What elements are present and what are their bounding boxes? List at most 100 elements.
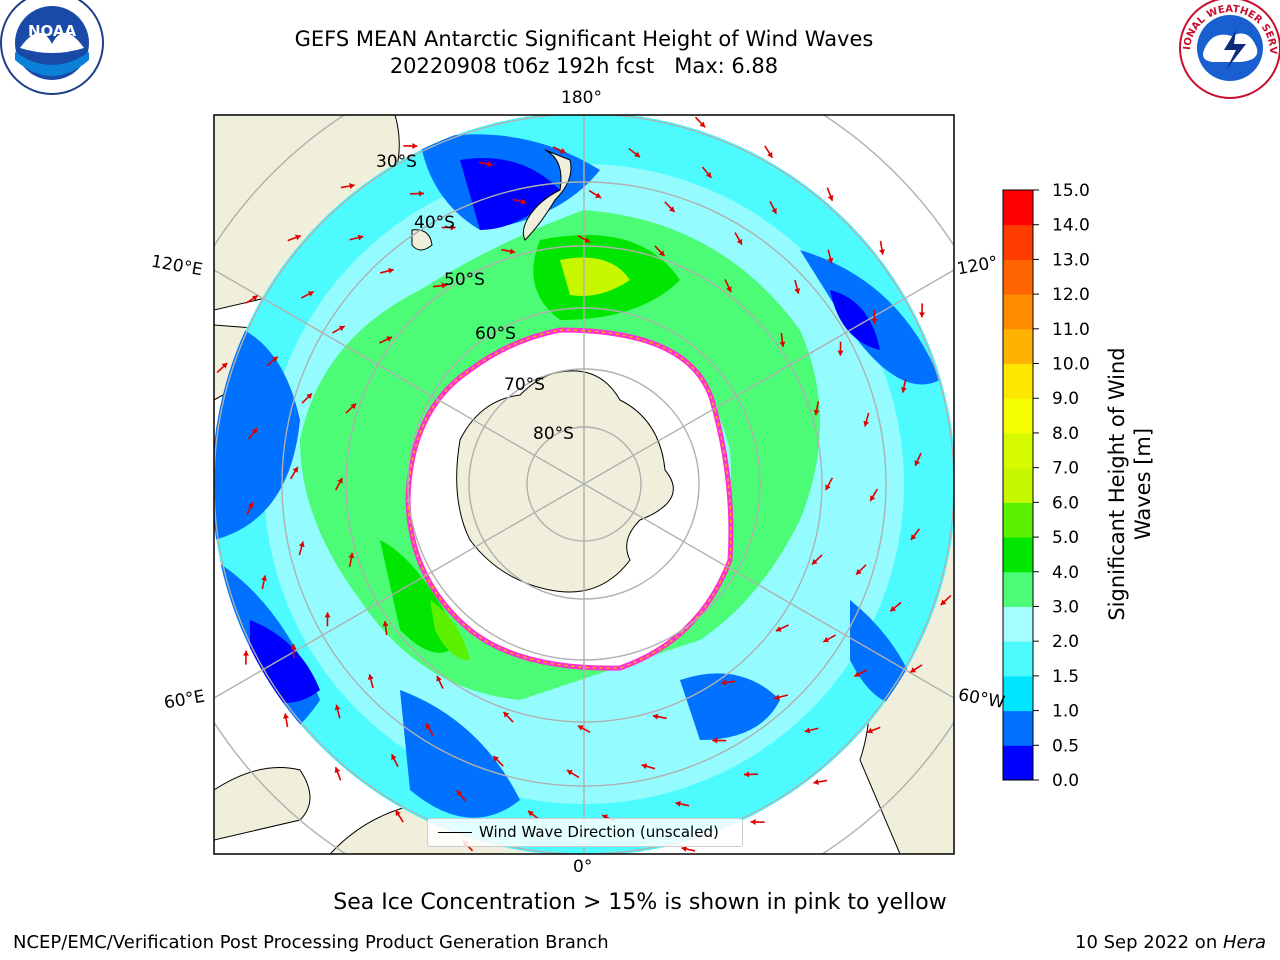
wave-arrow-head [520, 198, 527, 205]
colorbar-ticks: 0.0 0.5 1.0 1.5 2.0 3.0 4.0 5.0 6.0 7.0 8.0 9.0 10.0… [1033, 181, 1090, 791]
wave-arrow-head [456, 790, 463, 797]
lat-label-60s: 60°S [475, 324, 516, 344]
wave-arrow-head [699, 121, 706, 128]
wave-arrow-head [441, 282, 447, 289]
wave-arrow-head [825, 484, 831, 491]
lat-label-40s: 40°S [414, 213, 455, 233]
wave-arrow-head [251, 427, 258, 434]
wave-arrow-head [871, 318, 878, 324]
wave-arrow-head [418, 190, 424, 197]
wave-arrow-head [412, 143, 418, 150]
wave-arrow-head [357, 234, 364, 241]
wave-arrow-head [560, 147, 566, 154]
wave-arrow-head [658, 250, 665, 257]
wave-arrow-head [856, 568, 862, 575]
colorbar-tick-label: 13.0 [1052, 250, 1090, 270]
land-antarctica [456, 370, 674, 593]
wave-arrow-head [527, 810, 534, 817]
colorbar-segment [1003, 363, 1033, 399]
colorbar-segment [1003, 745, 1033, 781]
wave-arrow-head [879, 249, 885, 255]
colorbar-segment [1003, 571, 1033, 607]
lat-label-30s: 30°S [376, 152, 417, 172]
colorbar-segment [1003, 502, 1033, 538]
wave-arrow-head [675, 800, 681, 807]
credit-left: NCEP/EMC/Verification Post Processing Pr… [13, 932, 609, 953]
colorbar-tick-label: 11.0 [1052, 320, 1090, 340]
colorbar-tick-label: 14.0 [1052, 216, 1090, 236]
wave-arrow-head [307, 291, 314, 297]
title-line-2: 20220908 t06z 192h fcst Max: 6.88 [389, 54, 779, 78]
colorbar-label-text: Significant Height of Wind Waves [m] [1105, 347, 1155, 621]
colorbar-tick-label: 1.5 [1052, 667, 1079, 687]
map-panel [214, 115, 954, 854]
colorbar-tick-label: 12.0 [1052, 285, 1090, 305]
wave-arrow-head [334, 704, 341, 711]
wave-arrow-head [705, 171, 712, 178]
wave-arrow-head [290, 644, 297, 650]
wave-arrow-head [386, 336, 393, 342]
wave-arrow-head [509, 248, 516, 255]
wave-direction-arrows [216, 116, 952, 852]
lon-label-180: 180° [561, 88, 602, 108]
wave-arrow-head [918, 312, 925, 318]
wave-arrow-head [794, 288, 801, 294]
wave-arrow-head [295, 234, 301, 241]
wave-arrow-head [349, 183, 355, 189]
wave-arrow-head [712, 737, 718, 744]
colorbar-tick-label: 8.0 [1052, 424, 1079, 444]
wave-arrow-head [870, 495, 876, 502]
lat-label-70s: 70°S [504, 375, 545, 395]
wave-arrow-head [900, 387, 907, 393]
wave-arrow-head [602, 814, 608, 821]
legend-text: Wind Wave Direction (unscaled) [479, 823, 719, 841]
credit-date: 10 Sep 2022 on [1075, 932, 1223, 953]
map-frame [213, 114, 955, 855]
lon-label-0: 0° [573, 857, 593, 877]
wave-arrow-head [827, 195, 834, 201]
wave-arrow-head [221, 362, 228, 369]
colorbar-tick-label: 9.0 [1052, 389, 1079, 409]
chart-title: GEFS MEAN Antarctic Significant Height o… [0, 26, 1168, 80]
land-new-zealand [522, 149, 572, 241]
wave-arrow-head [388, 267, 394, 274]
wave-arrow-head [811, 558, 818, 565]
wave-arrow-head [348, 552, 355, 559]
wave-arrow-head [243, 650, 250, 656]
nws-logo: NATIONAL WEATHER SERVICE [0, 0, 1280, 99]
wave-arrow-head [736, 238, 743, 245]
colorbar-tick-label: 2.0 [1052, 632, 1079, 652]
wave-arrow-head [744, 771, 750, 778]
wave-arrow-head [493, 756, 500, 762]
colorbar-segment [1003, 328, 1033, 365]
wave-arrow-head [450, 224, 456, 231]
wave-arrow-head [750, 818, 756, 825]
wave-arrow-head [652, 713, 659, 720]
noaa-logo: NOAA [0, 0, 104, 95]
colorbar-segment [1003, 537, 1033, 573]
colorbar-segment [1003, 294, 1033, 330]
wave-arrow-head [382, 621, 389, 627]
wave-arrow-head [774, 694, 780, 701]
colorbar-segment [1003, 467, 1033, 503]
wave-arrow-head [823, 636, 830, 643]
land-madagascar [214, 767, 311, 841]
colorbar-tick-label: 7.0 [1052, 459, 1079, 479]
wave-arrow-head [804, 727, 811, 734]
wave-arrow-head [292, 466, 298, 473]
map-legend: Wind Wave Direction (unscaled) [427, 818, 743, 847]
legend-line-sample [438, 832, 472, 833]
wave-arrow-head [726, 286, 732, 293]
land-tasmania [411, 229, 433, 251]
credit-right: 10 Sep 2022 on Hera [1075, 932, 1266, 953]
wave-arrow-head [566, 770, 573, 776]
wave-arrow-head [771, 207, 777, 214]
colorbar-segment [1003, 606, 1033, 642]
wave-arrow-head [298, 541, 305, 548]
colorbar-segment [1003, 224, 1033, 260]
wave-arrow-head [425, 723, 432, 730]
wave-arrow-head [391, 754, 397, 761]
wave-arrow-head [577, 725, 584, 731]
colorbar-tick-label: 6.0 [1052, 493, 1079, 513]
